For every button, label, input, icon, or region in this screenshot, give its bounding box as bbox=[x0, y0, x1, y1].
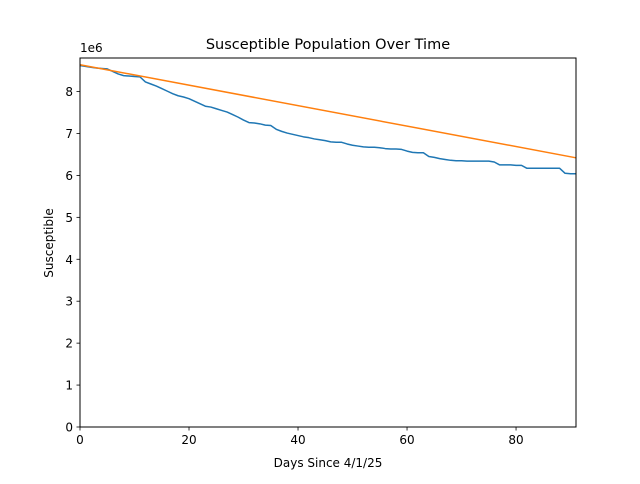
x-axis-label: Days Since 4/1/25 bbox=[274, 456, 383, 470]
x-tick-label: 40 bbox=[290, 433, 305, 447]
y-axis-offset-text: 1e6 bbox=[80, 41, 103, 55]
y-tick-label: 8 bbox=[65, 85, 73, 99]
y-tick-label: 1 bbox=[65, 379, 73, 393]
x-axis-ticks: 0 20 40 60 80 bbox=[76, 427, 524, 447]
y-axis-label: Susceptible bbox=[42, 208, 56, 277]
chart-title: Susceptible Population Over Time bbox=[206, 37, 450, 53]
y-tick-label: 5 bbox=[65, 211, 73, 225]
series-line-1 bbox=[79, 64, 576, 175]
x-tick-label: 80 bbox=[508, 433, 523, 447]
y-axis-ticks: 0 1 2 3 4 5 6 7 8 bbox=[65, 85, 80, 435]
series-line-2 bbox=[79, 63, 577, 159]
series-layer bbox=[79, 63, 577, 175]
y-tick-label: 0 bbox=[65, 421, 73, 435]
y-tick-label: 3 bbox=[65, 295, 73, 309]
plot-area-frame bbox=[79, 57, 577, 428]
x-tick-label: 60 bbox=[399, 433, 414, 447]
y-tick-label: 7 bbox=[65, 127, 73, 141]
x-tick-label: 0 bbox=[76, 433, 84, 447]
x-tick-label: 20 bbox=[181, 433, 196, 447]
y-tick-label: 2 bbox=[65, 337, 73, 351]
y-tick-label: 6 bbox=[65, 169, 73, 183]
y-tick-label: 4 bbox=[65, 253, 73, 267]
